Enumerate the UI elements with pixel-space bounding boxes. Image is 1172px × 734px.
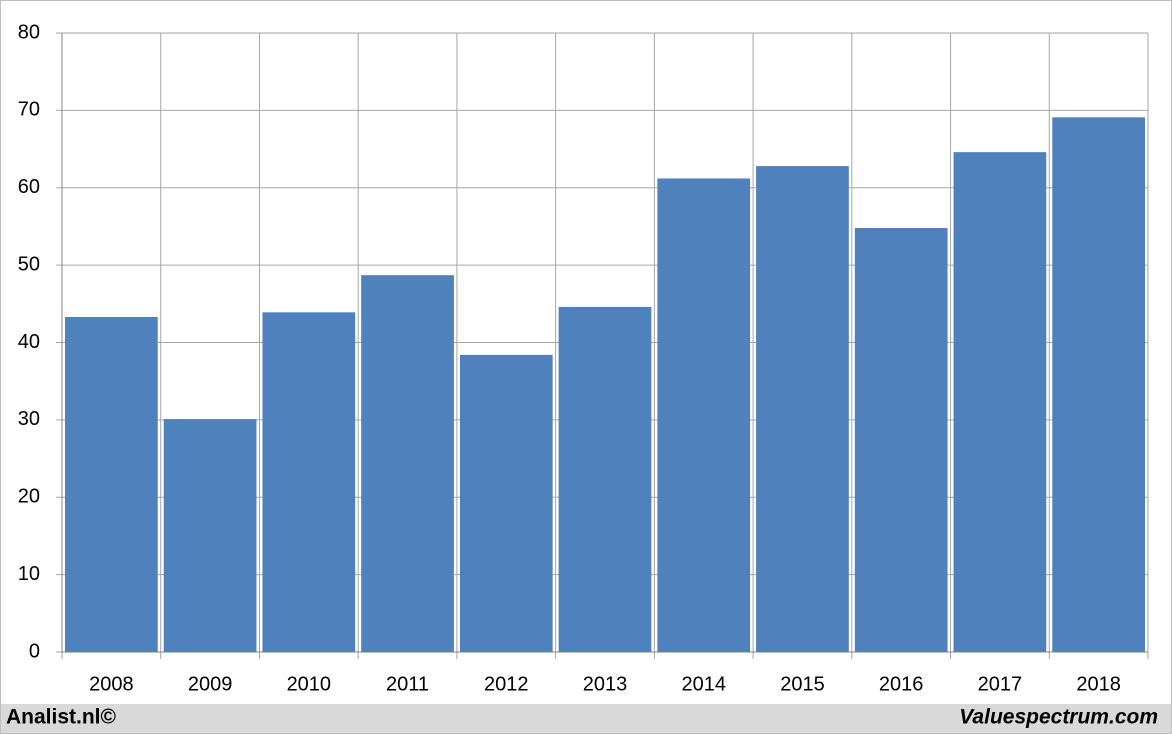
- y-tick-label: 30: [18, 408, 40, 430]
- x-tick-label: 2012: [484, 673, 529, 695]
- footer-band: [1, 704, 1171, 733]
- y-tick-label: 40: [18, 331, 40, 353]
- bar: [756, 166, 849, 652]
- x-tick-label: 2008: [89, 673, 134, 695]
- bar: [459, 354, 553, 652]
- footer-left: Analist.nl©: [6, 706, 117, 729]
- y-tick-label: 70: [18, 99, 40, 121]
- bar: [953, 152, 1047, 652]
- x-tick-label: 2011: [386, 673, 429, 695]
- bar: [657, 178, 751, 652]
- bar: [558, 306, 652, 652]
- x-tick-label: 2015: [780, 673, 825, 695]
- x-tick-label: 2017: [978, 673, 1023, 695]
- x-tick-label: 2018: [1076, 673, 1121, 695]
- footer-right: Valuespectrum.com: [959, 706, 1158, 729]
- y-tick-label: 60: [18, 176, 40, 198]
- x-tick-label: 2016: [879, 673, 924, 695]
- y-tick-label: 0: [29, 640, 40, 662]
- bar: [854, 227, 948, 653]
- y-tick-label: 20: [18, 486, 40, 508]
- bar: [1052, 117, 1145, 653]
- y-tick-label: 80: [18, 21, 40, 43]
- bar: [262, 312, 356, 652]
- bar: [361, 275, 454, 652]
- y-tick-label: 50: [18, 253, 40, 275]
- x-tick-label: 2010: [287, 673, 332, 695]
- bar: [163, 419, 257, 652]
- bar: [65, 316, 158, 652]
- x-tick-label: 2013: [583, 673, 628, 695]
- y-tick-label: 10: [18, 563, 40, 585]
- x-tick-label: 2009: [188, 673, 233, 695]
- x-tick-label: 2014: [681, 673, 726, 695]
